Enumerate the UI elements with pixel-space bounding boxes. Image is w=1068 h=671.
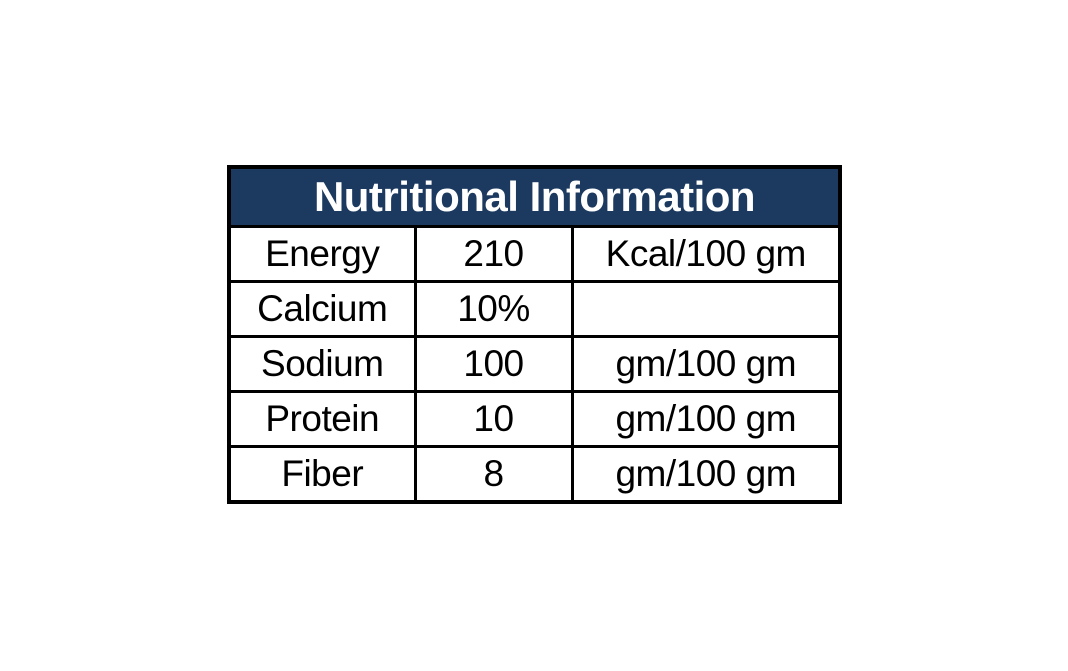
nutrient-value-cell: 100 — [413, 335, 574, 393]
nutrient-name-cell: Protein — [227, 390, 417, 448]
nutrient-unit-cell — [570, 280, 842, 338]
nutritional-information-table: Nutritional Information Energy 210 Kcal/… — [227, 165, 843, 504]
nutrient-unit-cell: gm/100 gm — [570, 390, 842, 448]
nutrient-name-cell: Fiber — [227, 445, 417, 504]
table-row: Sodium 100 gm/100 gm — [227, 335, 842, 393]
nutrient-name-cell: Sodium — [227, 335, 417, 393]
nutrient-name-cell: Calcium — [227, 280, 417, 338]
nutrient-value-cell: 8 — [413, 445, 574, 504]
table-row: Calcium 10% — [227, 280, 842, 338]
nutrient-value-cell: 10% — [413, 280, 574, 338]
table-header-row: Nutritional Information — [227, 165, 842, 228]
table-row: Fiber 8 gm/100 gm — [227, 445, 842, 504]
nutrient-unit-cell: gm/100 gm — [570, 335, 842, 393]
nutrient-name-cell: Energy — [227, 225, 417, 283]
nutrient-unit-cell: gm/100 gm — [570, 445, 842, 504]
table-title: Nutritional Information — [227, 165, 842, 228]
table-row: Energy 210 Kcal/100 gm — [227, 225, 842, 283]
table-row: Protein 10 gm/100 gm — [227, 390, 842, 448]
nutrient-value-cell: 10 — [413, 390, 574, 448]
nutrient-unit-cell: Kcal/100 gm — [570, 225, 842, 283]
nutrient-value-cell: 210 — [413, 225, 574, 283]
